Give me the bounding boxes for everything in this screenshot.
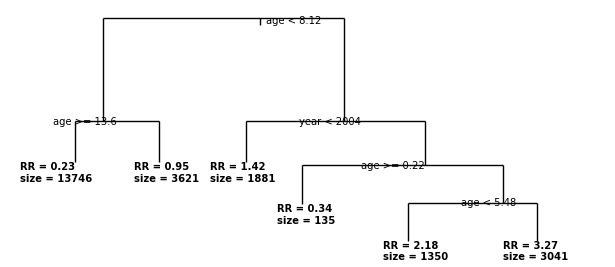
Text: RR = 0.95
size = 3621: RR = 0.95 size = 3621 bbox=[134, 162, 199, 184]
Text: RR = 1.42
size = 1881: RR = 1.42 size = 1881 bbox=[210, 162, 275, 184]
Text: RR = 2.18
size = 1350: RR = 2.18 size = 1350 bbox=[383, 241, 448, 262]
Text: RR = 0.23
size = 13746: RR = 0.23 size = 13746 bbox=[20, 162, 92, 184]
Text: age >= 0.22: age >= 0.22 bbox=[360, 161, 424, 171]
Text: year < 2004: year < 2004 bbox=[299, 117, 361, 127]
Text: RR = 0.34
size = 135: RR = 0.34 size = 135 bbox=[277, 204, 335, 226]
Text: age < 8.12: age < 8.12 bbox=[266, 16, 321, 26]
Text: age < 5.48: age < 5.48 bbox=[461, 198, 517, 208]
Text: age >= 13.6: age >= 13.6 bbox=[53, 117, 117, 127]
Text: RR = 3.27
size = 3041: RR = 3.27 size = 3041 bbox=[503, 241, 568, 262]
